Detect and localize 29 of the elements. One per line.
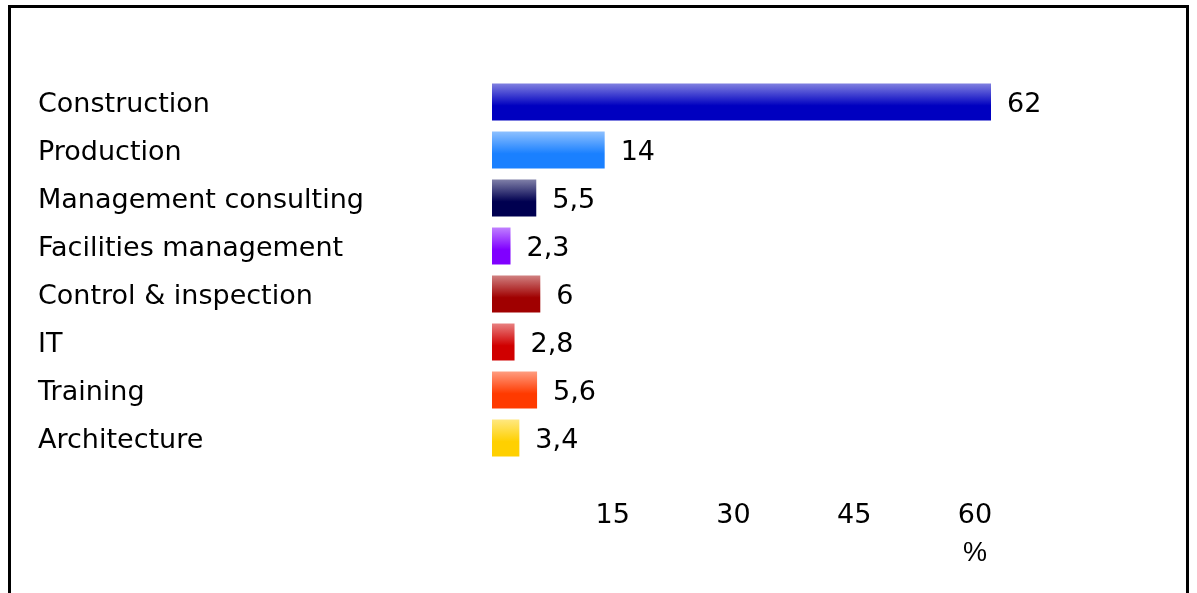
bar xyxy=(492,323,515,361)
x-tick-label: 60 xyxy=(957,498,993,529)
data-label: 62 xyxy=(1007,86,1042,118)
bar xyxy=(492,83,991,121)
y-tick-label: Management consulting xyxy=(38,182,364,214)
bar xyxy=(492,131,605,169)
y-tick-label: Facilities management xyxy=(38,230,344,262)
y-tick-label: IT xyxy=(38,326,63,358)
y-tick-label: Training xyxy=(37,374,145,406)
bar xyxy=(492,419,520,457)
x-tick-label: 45 xyxy=(837,498,872,529)
data-label: 2,8 xyxy=(530,326,574,358)
bar xyxy=(492,227,511,265)
data-label: 14 xyxy=(620,134,656,166)
x-tick-label: 15 xyxy=(595,498,630,529)
bar xyxy=(492,371,538,409)
y-tick-label: Architecture xyxy=(38,422,204,454)
bar xyxy=(492,275,541,313)
bar xyxy=(492,179,537,217)
x-axis-title: % xyxy=(962,536,987,567)
y-tick-label: Production xyxy=(38,134,182,166)
data-label: 2,3 xyxy=(526,230,570,262)
y-tick-label: Construction xyxy=(38,86,210,118)
data-label: 5,5 xyxy=(552,182,596,214)
data-label: 5,6 xyxy=(553,374,597,406)
data-label: 3,4 xyxy=(535,422,579,454)
y-tick-label: Control & inspection xyxy=(38,278,313,310)
data-label: 6 xyxy=(556,278,574,310)
x-tick-label: 30 xyxy=(716,498,751,529)
